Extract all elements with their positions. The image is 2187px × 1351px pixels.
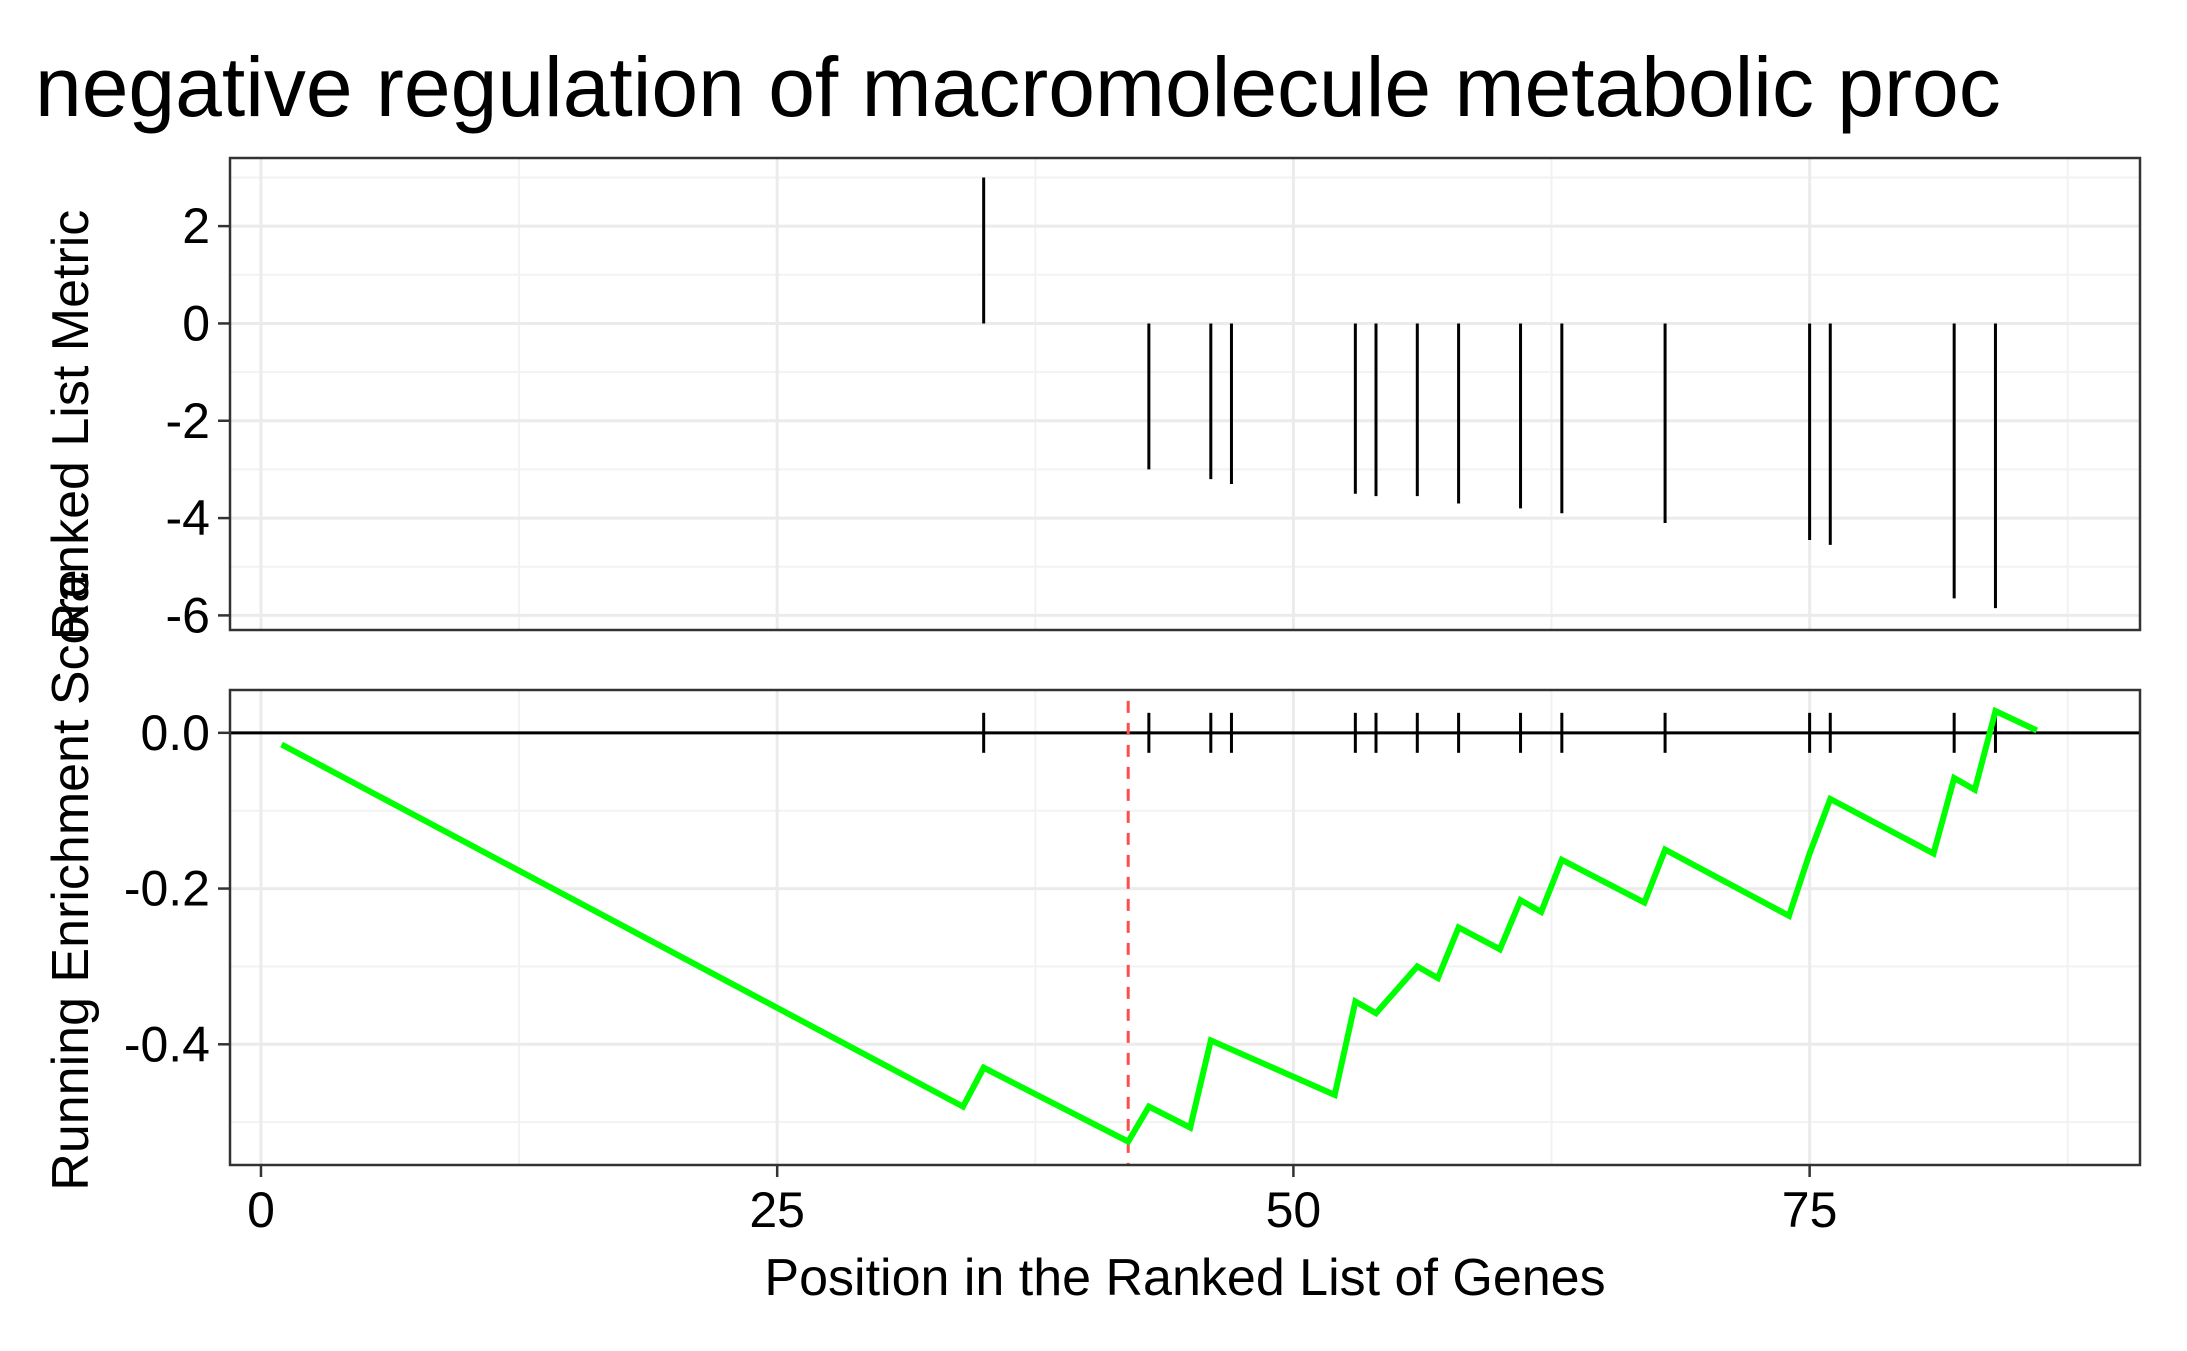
x-tick-label: 50 bbox=[1266, 1182, 1322, 1238]
chart-title: negative regulation of macromolecule met… bbox=[35, 40, 2001, 134]
y-tick-label: 0 bbox=[182, 295, 210, 351]
x-tick-label: 0 bbox=[247, 1182, 275, 1238]
y-tick-label: 2 bbox=[182, 198, 210, 254]
x-tick-label: 75 bbox=[1782, 1182, 1838, 1238]
panel-border bbox=[228, 156, 2142, 632]
x-tick-label: 25 bbox=[749, 1182, 805, 1238]
y-tick-label: -2 bbox=[166, 393, 210, 449]
y-tick-label: -0.2 bbox=[124, 861, 210, 917]
running-score-axis-title: Running Enrichment Score bbox=[42, 569, 100, 1190]
running-score-line bbox=[280, 706, 2039, 1146]
y-tick-label: -6 bbox=[166, 587, 210, 643]
panel-border bbox=[228, 688, 2142, 1167]
y-tick-label: -4 bbox=[166, 490, 210, 546]
running-score-panel: 0.0 -0.2 -0.4 0 25 50 75 bbox=[124, 688, 2142, 1238]
x-axis-title: Position in the Ranked List of Genes bbox=[764, 1249, 1605, 1307]
ranked-metric-panel: 2 0 -2 -4 -6 bbox=[166, 156, 2142, 643]
y-tick-label: 0.0 bbox=[140, 705, 210, 761]
ranked-metric-axis-title: Ranked List Metric bbox=[42, 210, 100, 641]
y-tick-label: -0.4 bbox=[124, 1016, 210, 1072]
